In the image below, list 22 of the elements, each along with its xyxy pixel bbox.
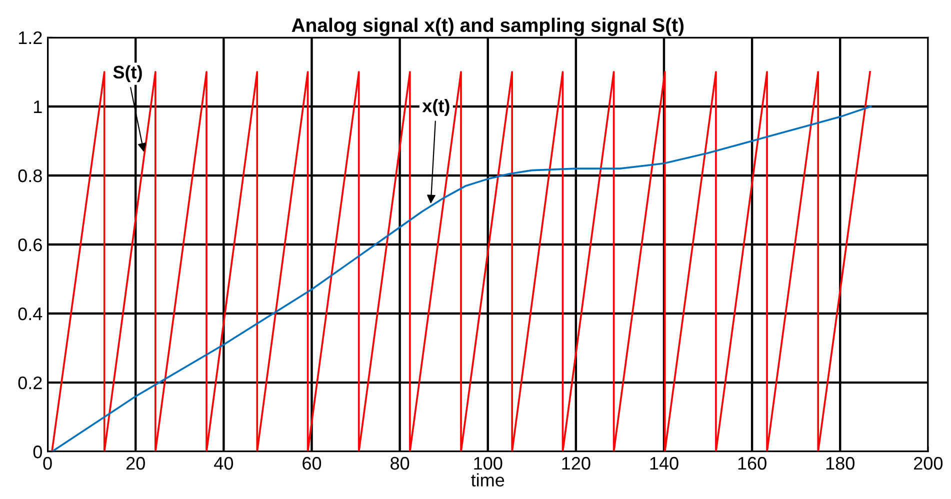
chart-title: Analog signal x(t) and sampling signal S(t) (292, 18, 684, 36)
x-tick-label: 200 (914, 456, 943, 470)
x-tick-label: 80 (390, 456, 410, 470)
annotation: S(t) (113, 65, 142, 82)
x-tick-label: 160 (738, 456, 766, 470)
y-tick-label: 0.8 (18, 169, 42, 182)
x-tick-label: 180 (826, 456, 854, 470)
annotation: x(t) (422, 99, 450, 116)
y-tick-label: 1.2 (18, 31, 42, 44)
y-tick-label: 1 (34, 100, 42, 113)
y-tick-label: 0.2 (18, 376, 42, 390)
y-tick-label: 0.6 (18, 238, 42, 252)
x-tick-label: 20 (126, 456, 145, 470)
y-tick-label: 0.4 (18, 307, 42, 320)
y-tick-label: 0 (33, 446, 42, 458)
x-tick-label: 60 (302, 456, 322, 470)
x-tick-label: 100 (474, 456, 502, 470)
x-tick-label: 40 (214, 456, 234, 470)
x-axis-title: time (471, 473, 504, 487)
x-tick-label: 120 (562, 456, 590, 470)
x-tick-label: 0 (43, 456, 52, 470)
x-tick-label: 140 (650, 456, 678, 470)
